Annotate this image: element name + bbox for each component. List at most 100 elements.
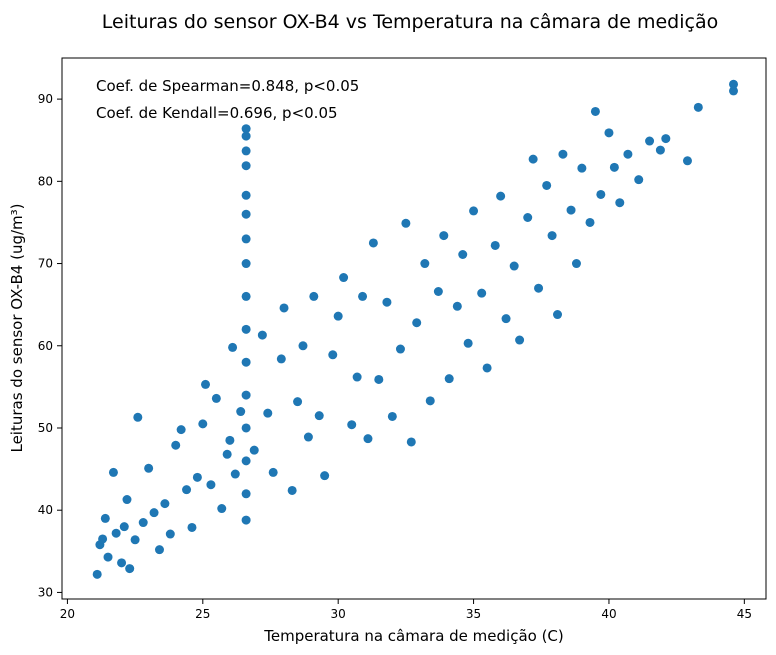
data-point [98, 534, 108, 544]
data-point [534, 283, 544, 293]
data-point [374, 374, 384, 384]
data-point [382, 297, 392, 307]
data-point [523, 213, 533, 223]
data-point [314, 411, 324, 421]
data-point [192, 472, 202, 482]
data-point [347, 420, 357, 430]
data-point [241, 234, 251, 244]
x-tick-label: 35 [466, 607, 481, 621]
data-point [241, 324, 251, 334]
data-point [615, 198, 625, 208]
data-point [222, 449, 232, 459]
data-point [490, 240, 500, 250]
data-point [729, 86, 739, 96]
x-tick-label: 45 [737, 607, 752, 621]
data-point [160, 499, 170, 509]
data-point [577, 163, 587, 173]
data-point [100, 513, 110, 523]
data-point [241, 146, 251, 156]
data-point [363, 434, 373, 444]
data-point [412, 318, 422, 328]
data-point [225, 435, 235, 445]
data-point [309, 291, 319, 301]
data-point [154, 545, 164, 555]
data-point [201, 379, 211, 389]
data-point [287, 485, 297, 495]
data-point [176, 425, 186, 435]
y-tick-label: 70 [38, 257, 53, 271]
data-point [515, 335, 525, 345]
data-point [276, 354, 286, 364]
data-point [458, 250, 468, 260]
plot-area-frame [61, 57, 767, 600]
y-tick-label: 90 [38, 92, 53, 106]
data-point [249, 445, 259, 455]
data-point [236, 407, 246, 417]
data-point [241, 390, 251, 400]
data-point [604, 128, 614, 138]
data-point [609, 162, 619, 172]
data-point [444, 374, 454, 384]
data-point [241, 161, 251, 171]
data-point [477, 288, 487, 298]
data-point [130, 535, 140, 545]
data-point [171, 440, 181, 450]
y-tick-label: 30 [38, 585, 53, 599]
data-point [401, 218, 411, 228]
data-point [228, 342, 238, 352]
data-point [328, 350, 338, 360]
data-point [452, 301, 462, 311]
data-point [149, 508, 159, 518]
data-point [623, 149, 633, 159]
data-point [187, 522, 197, 532]
data-point [528, 154, 538, 164]
data-point [469, 206, 479, 216]
data-point [501, 314, 511, 324]
data-point [509, 261, 519, 271]
data-point [368, 238, 378, 248]
annotation-spearman: Coef. de Spearman=0.848, p<0.05 [96, 77, 359, 95]
y-tick-label: 50 [38, 421, 53, 435]
data-point [547, 231, 557, 241]
x-tick-label: 25 [195, 607, 210, 621]
y-tick-label: 60 [38, 339, 53, 353]
data-point [406, 437, 416, 447]
data-point [482, 363, 492, 373]
data-point [298, 341, 308, 351]
data-point [566, 205, 576, 215]
data-point [320, 471, 330, 481]
data-point [241, 423, 251, 433]
data-point [211, 393, 221, 403]
data-point [585, 217, 595, 227]
chart-title: Leituras do sensor OX-B4 vs Temperatura … [102, 11, 718, 33]
data-point [241, 291, 251, 301]
data-point [133, 412, 143, 422]
data-point [111, 528, 121, 538]
x-tick-label: 40 [601, 607, 616, 621]
annotation-kendall: Coef. de Kendall=0.696, p<0.05 [96, 104, 338, 122]
data-point [420, 259, 430, 269]
data-point [230, 469, 240, 479]
data-point [339, 273, 349, 283]
data-point [693, 102, 703, 112]
data-point [257, 330, 267, 340]
data-point [241, 209, 251, 219]
data-point [144, 463, 154, 473]
data-point [241, 489, 251, 499]
x-tick-label: 30 [331, 607, 346, 621]
data-point [125, 564, 135, 574]
data-point [303, 432, 313, 442]
data-point [645, 136, 655, 146]
data-point [241, 131, 251, 141]
data-point [122, 495, 132, 505]
y-axis-label: Leituras do sensor OX-B4 (ug/m³) [8, 203, 26, 452]
data-point [119, 522, 129, 532]
data-point [108, 467, 118, 477]
x-tick-label: 20 [60, 607, 75, 621]
data-point [241, 515, 251, 525]
data-point [279, 303, 289, 313]
data-point [661, 134, 671, 144]
data-point [217, 504, 227, 514]
data-point [333, 311, 343, 321]
x-axis-label: Temperatura na câmara de medição (C) [263, 627, 564, 645]
